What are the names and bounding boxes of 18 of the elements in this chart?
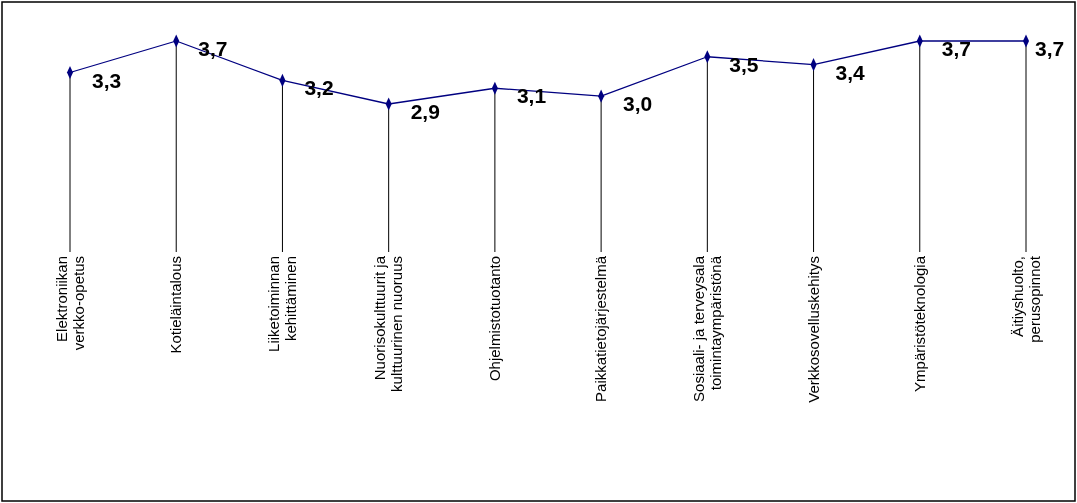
data-label: 2,9 xyxy=(410,100,440,123)
x-tick-label: Elektroniikan verkko-opetus xyxy=(52,256,87,351)
x-tick-label: Liiketoiminnan kehittäminen xyxy=(264,256,299,352)
x-tick-label: Sosiaali- ja terveysala toimintaympäristönä xyxy=(689,255,724,402)
data-label: 3,5 xyxy=(729,52,759,76)
data-label: 3,4 xyxy=(835,60,866,84)
x-tick-label: Ympäristöteknologia xyxy=(910,255,928,392)
data-label: 3,0 xyxy=(623,92,653,116)
x-tick-label: Verkkosovelluskehitys xyxy=(804,256,822,403)
data-label: 3,7 xyxy=(941,37,971,60)
x-tick-label: Äitiyshuolto, perusopinnot xyxy=(1008,255,1043,343)
x-tick-label: Ohjelmistotuotanto xyxy=(485,256,503,382)
data-label: 3,7 xyxy=(1035,37,1065,60)
x-tick-label: Kotieläintalous xyxy=(167,256,185,354)
data-label: 3,3 xyxy=(92,68,122,92)
data-label: 3,1 xyxy=(516,84,547,108)
x-tick-label: Paikkatietojärjestelmä xyxy=(592,255,610,402)
data-label: 3,7 xyxy=(198,37,228,60)
